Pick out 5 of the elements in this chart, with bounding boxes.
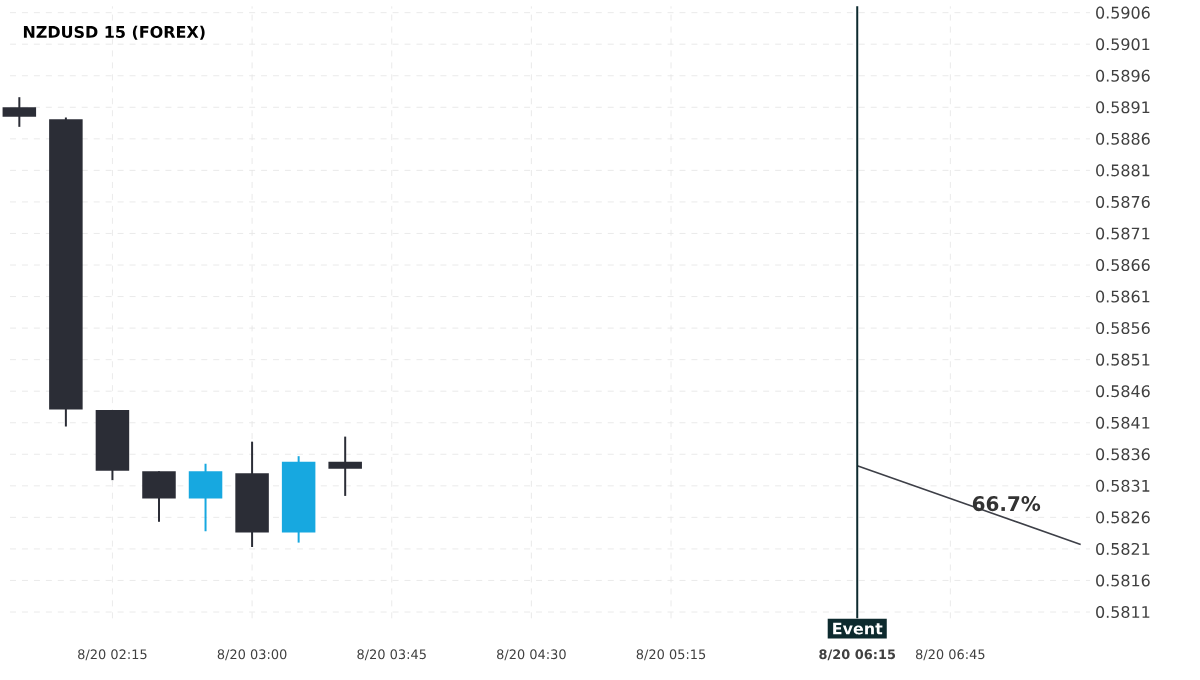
candlestick	[188, 462, 223, 533]
candlestick	[2, 96, 37, 128]
annotation: 66.7%	[972, 495, 1041, 512]
candlestick	[328, 435, 362, 497]
candlestick	[142, 470, 176, 523]
